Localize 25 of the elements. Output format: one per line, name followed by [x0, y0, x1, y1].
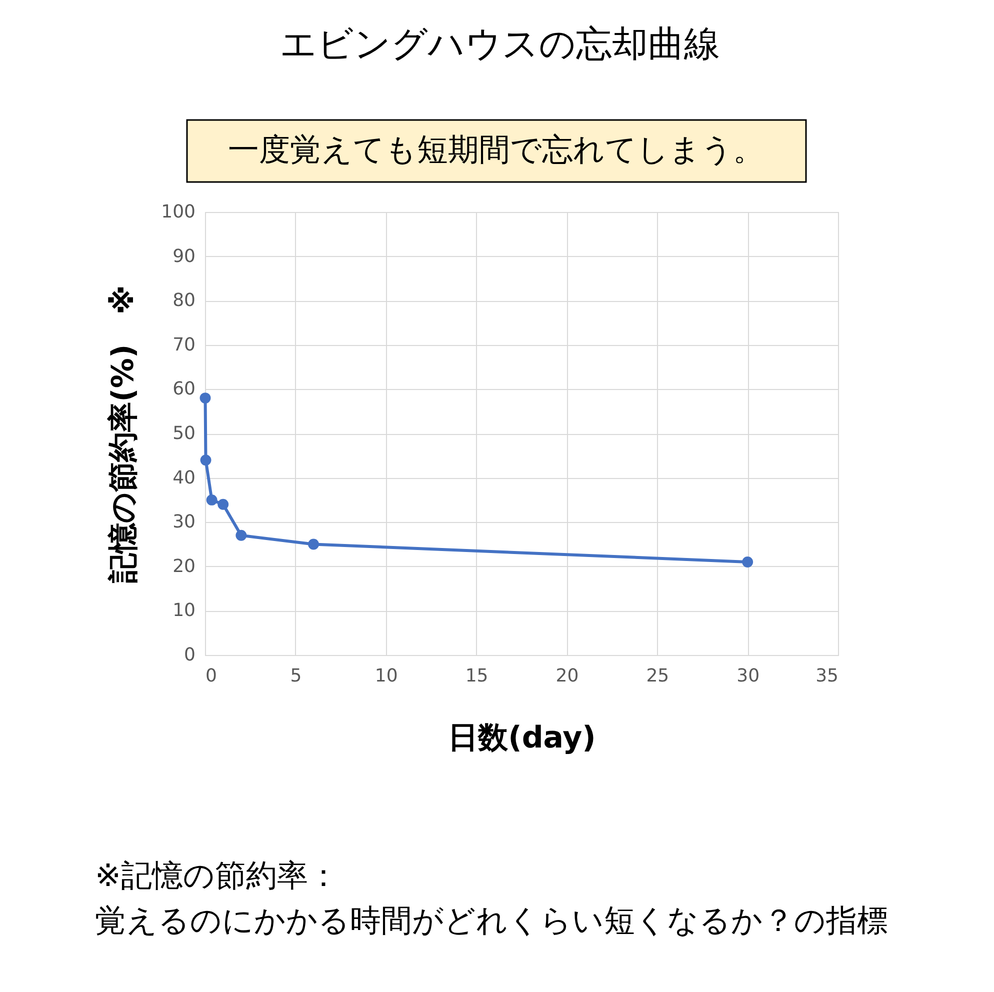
- chart-title: エビングハウスの忘却曲線: [280, 24, 720, 65]
- y-tick-label: 60: [172, 378, 196, 400]
- y-tick-label: 90: [172, 246, 196, 267]
- y-tick-label: 100: [161, 202, 196, 222]
- x-tick-label: 5: [290, 666, 302, 686]
- y-tick-label: 20: [172, 556, 196, 577]
- x-tick-label: 15: [465, 666, 488, 686]
- x-tick-label: 0: [206, 666, 217, 686]
- y-tick-label: 70: [172, 334, 196, 356]
- x-tick-label: 25: [646, 666, 670, 686]
- x-tick-label: 30: [736, 666, 760, 686]
- x-tick-label: 10: [374, 666, 398, 686]
- x-axis-title: 日数(day): [448, 720, 596, 756]
- y-tick-label: 10: [172, 600, 196, 622]
- y-tick-label: 50: [172, 423, 196, 444]
- y-axis-title: 記憶の節約率(%) ※: [106, 285, 142, 584]
- x-tick-label: 35: [816, 666, 838, 686]
- x-tick-label: 20: [556, 666, 579, 686]
- y-tick-label: 30: [172, 512, 196, 533]
- chart-subtitle: 一度覚えても短期間で忘れてしまう。: [228, 132, 764, 168]
- text: 覚えるのにかかる時間がどれくらい短くなるか？の指標: [95, 903, 888, 939]
- text: ※記憶の節約率：: [95, 858, 339, 894]
- y-tick-label: 40: [172, 467, 196, 488]
- y-tick-label: 80: [172, 290, 196, 312]
- y-tick-label: 0: [184, 644, 196, 666]
